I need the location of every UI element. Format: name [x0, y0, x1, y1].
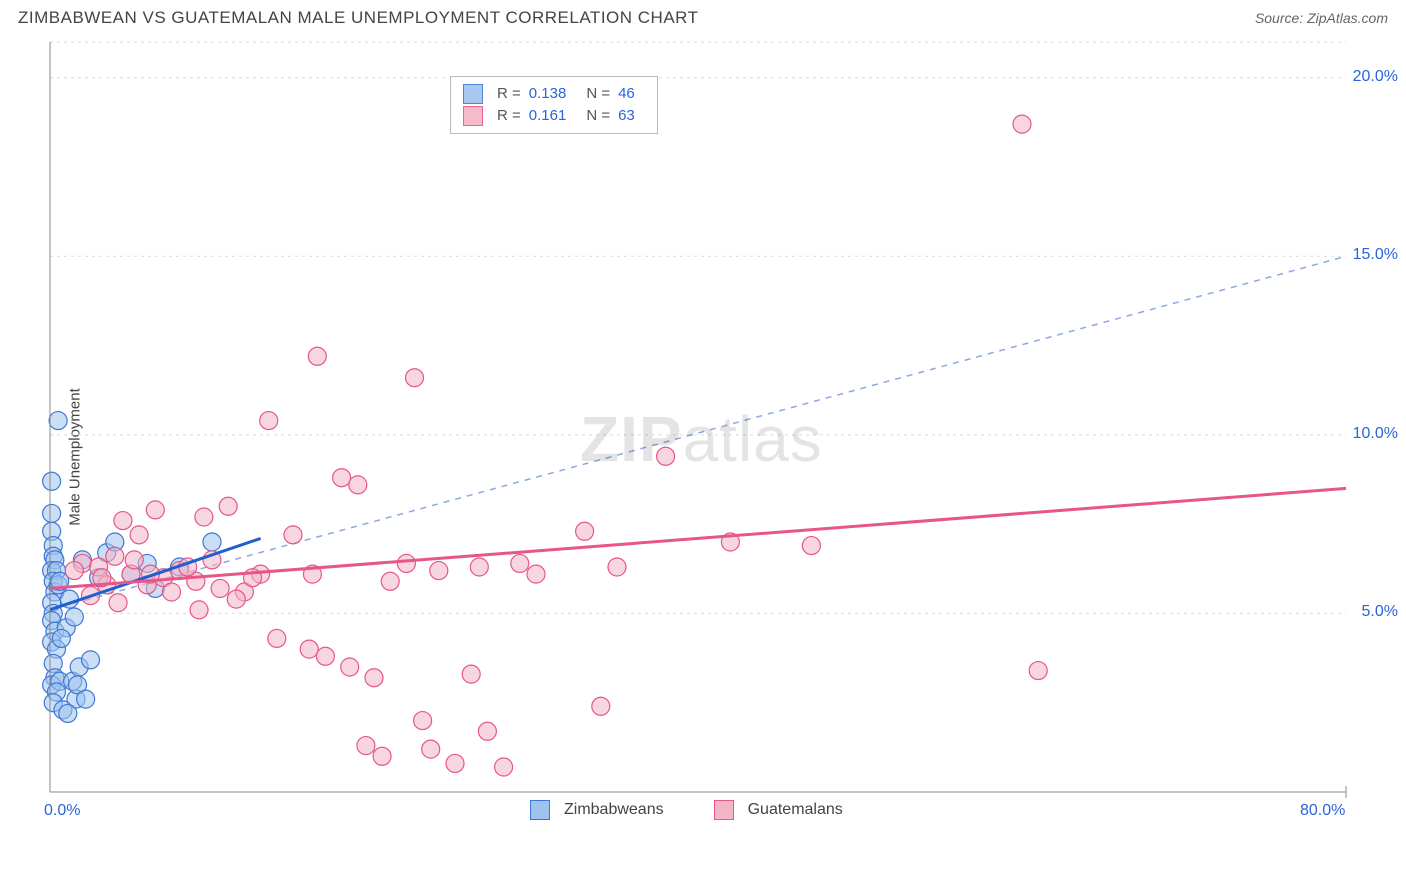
- data-point: [381, 572, 399, 590]
- legend-swatch: [530, 800, 550, 820]
- data-point: [260, 412, 278, 430]
- data-point: [219, 497, 237, 515]
- chart-area: Male Unemployment ZIPatlas R = 0.138N = …: [0, 32, 1406, 882]
- legend-label: Guatemalans: [748, 801, 843, 819]
- legend-row: R = 0.138N = 46: [463, 83, 645, 105]
- y-tick-label: 5.0%: [1362, 603, 1398, 621]
- data-point: [592, 697, 610, 715]
- data-point: [357, 737, 375, 755]
- y-tick-label: 15.0%: [1353, 246, 1398, 264]
- data-point: [470, 558, 488, 576]
- data-point: [227, 590, 245, 608]
- data-point: [422, 740, 440, 758]
- data-point: [125, 551, 143, 569]
- data-point: [130, 526, 148, 544]
- data-point: [190, 601, 208, 619]
- data-point: [406, 369, 424, 387]
- data-point: [316, 647, 334, 665]
- x-tick-label: 0.0%: [44, 802, 80, 820]
- legend-swatch: [714, 800, 734, 820]
- data-point: [65, 562, 83, 580]
- data-point: [82, 651, 100, 669]
- legend-item: Guatemalans: [714, 800, 843, 820]
- data-point: [77, 690, 95, 708]
- y-tick-label: 10.0%: [1353, 425, 1398, 443]
- data-point: [284, 526, 302, 544]
- data-point: [802, 537, 820, 555]
- chart-title: ZIMBABWEAN VS GUATEMALAN MALE UNEMPLOYME…: [18, 8, 699, 28]
- data-point: [446, 754, 464, 772]
- data-point: [1013, 115, 1031, 133]
- data-point: [211, 579, 229, 597]
- data-point: [373, 747, 391, 765]
- data-point: [1029, 662, 1047, 680]
- data-point: [43, 504, 61, 522]
- data-point: [114, 512, 132, 530]
- data-point: [495, 758, 513, 776]
- data-point: [511, 554, 529, 572]
- data-point: [576, 522, 594, 540]
- data-point: [109, 594, 127, 612]
- data-point: [462, 665, 480, 683]
- data-point: [106, 547, 124, 565]
- data-point: [341, 658, 359, 676]
- data-point: [414, 712, 432, 730]
- data-point: [308, 347, 326, 365]
- x-tick-label: 80.0%: [1300, 802, 1345, 820]
- data-point: [52, 629, 70, 647]
- data-point: [59, 704, 77, 722]
- y-tick-label: 20.0%: [1353, 68, 1398, 86]
- legend-item: Zimbabweans: [530, 800, 664, 820]
- data-point: [43, 472, 61, 490]
- legend-row: R = 0.161N = 63: [463, 105, 645, 127]
- data-point: [49, 412, 67, 430]
- data-point: [195, 508, 213, 526]
- data-point: [163, 583, 181, 601]
- data-point: [430, 562, 448, 580]
- legend-swatch: [463, 106, 483, 126]
- scatter-chart: [0, 32, 1406, 852]
- data-point: [608, 558, 626, 576]
- data-point: [349, 476, 367, 494]
- data-point: [397, 554, 415, 572]
- data-point: [300, 640, 318, 658]
- data-point: [333, 469, 351, 487]
- data-point: [657, 447, 675, 465]
- trend-line: [50, 488, 1346, 588]
- data-point: [203, 533, 221, 551]
- data-point: [146, 501, 164, 519]
- series-legend: Zimbabweans Guatemalans: [530, 800, 843, 820]
- data-point: [365, 669, 383, 687]
- stats-legend: R = 0.138N = 46R = 0.161N = 63: [450, 76, 658, 134]
- data-point: [65, 608, 83, 626]
- data-point: [268, 629, 286, 647]
- legend-label: Zimbabweans: [564, 801, 664, 819]
- source-label: Source: ZipAtlas.com: [1255, 10, 1388, 26]
- legend-swatch: [463, 84, 483, 104]
- data-point: [527, 565, 545, 583]
- data-point: [478, 722, 496, 740]
